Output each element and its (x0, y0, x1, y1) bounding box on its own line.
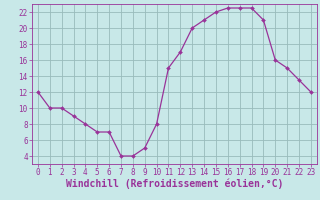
X-axis label: Windchill (Refroidissement éolien,°C): Windchill (Refroidissement éolien,°C) (66, 179, 283, 189)
